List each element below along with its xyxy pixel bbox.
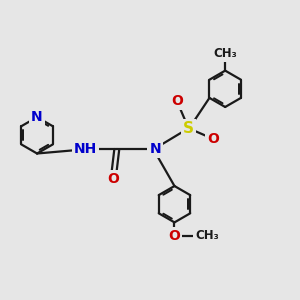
Text: N: N [31, 110, 43, 124]
Text: CH₃: CH₃ [196, 229, 219, 242]
Text: O: O [171, 94, 183, 108]
Text: O: O [107, 172, 119, 186]
Text: O: O [207, 132, 219, 146]
Text: S: S [183, 121, 194, 136]
Text: N: N [149, 142, 161, 156]
Text: CH₃: CH₃ [213, 46, 237, 60]
Text: O: O [169, 229, 180, 243]
Text: NH: NH [74, 142, 97, 156]
